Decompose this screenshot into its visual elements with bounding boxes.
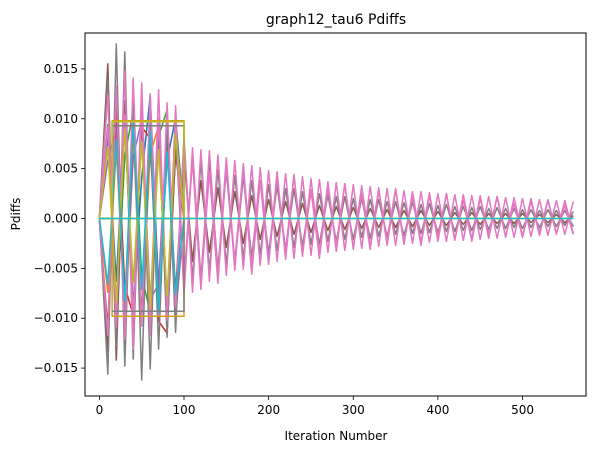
x-axis-label: Iteration Number <box>285 429 388 443</box>
x-tick-label: 100 <box>173 403 196 417</box>
y-tick-label: 0.005 <box>44 162 78 176</box>
y-tick-label: −0.015 <box>34 361 78 375</box>
series-line-18 <box>112 218 185 312</box>
y-tick-label: −0.010 <box>34 311 78 325</box>
y-tick-label: −0.005 <box>34 261 78 275</box>
y-tick-label: 0.015 <box>44 62 78 76</box>
x-tick-label: 0 <box>96 403 104 417</box>
y-axis-ticks: −0.015 −0.010 −0.005 0.000 0.005 0.010 0.015 <box>34 62 85 375</box>
x-tick-label: 300 <box>342 403 365 417</box>
x-tick-label: 200 <box>257 403 280 417</box>
series-line-11 <box>98 77 575 340</box>
x-tick-label: 400 <box>426 403 449 417</box>
plot-area-frame <box>84 32 587 397</box>
x-tick-label: 500 <box>511 403 534 417</box>
x-axis-ticks: 0 100 200 300 400 500 <box>96 396 534 417</box>
series-line-14 <box>98 122 185 313</box>
chart-title: graph12_tau6 Pdiffs <box>266 12 406 28</box>
y-tick-label: 0.000 <box>44 211 78 225</box>
y-axis-label: Pdiffs <box>9 198 23 231</box>
y-tick-label: 0.010 <box>44 112 78 126</box>
series-layer <box>98 43 575 381</box>
series-line-13 <box>98 128 185 310</box>
series-line-12 <box>98 107 575 318</box>
